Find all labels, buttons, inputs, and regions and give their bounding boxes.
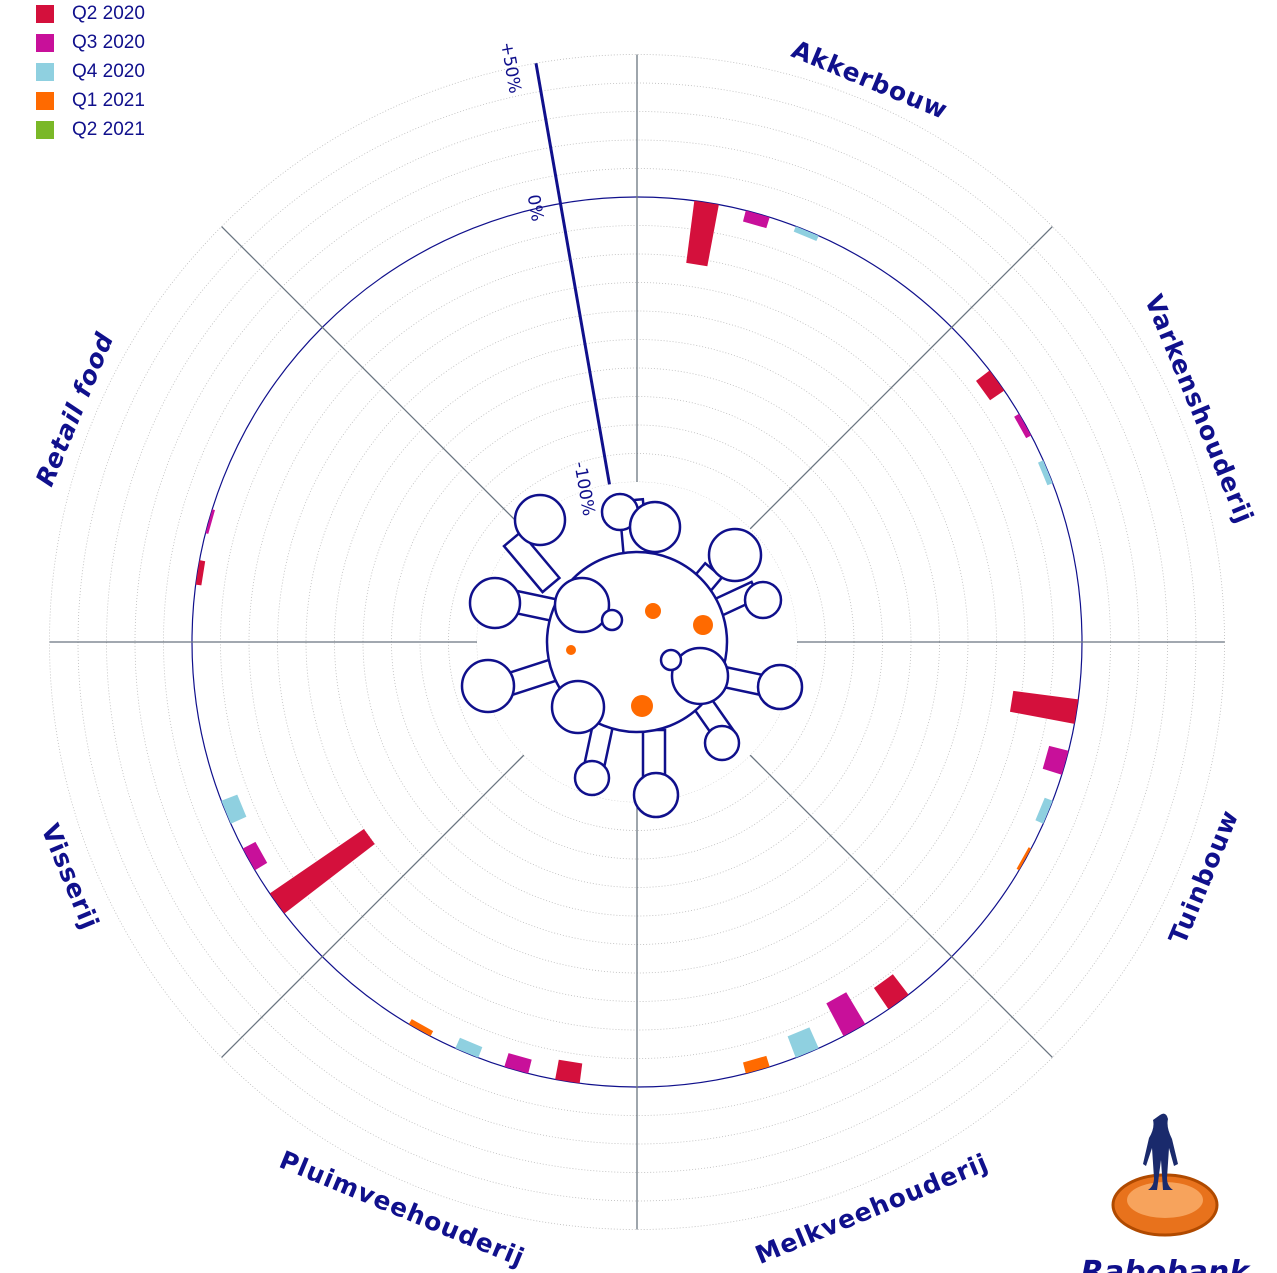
bar <box>504 1053 532 1074</box>
legend-label: Q2 2020 <box>72 3 145 24</box>
category-label: Melkveehouderij <box>751 1148 992 1270</box>
category-label: Varkenshouderij <box>1139 290 1259 527</box>
legend-label: Q1 2021 <box>72 90 145 111</box>
legend-swatch <box>36 121 54 139</box>
bar <box>873 974 909 1010</box>
bar <box>221 794 247 824</box>
bar <box>1016 847 1032 871</box>
category-label: Pluimveehouderij <box>275 1145 529 1272</box>
virus-icon <box>460 482 804 819</box>
legend-swatch <box>36 34 54 52</box>
legend-label: Q3 2020 <box>72 32 145 53</box>
bars <box>195 200 1079 1084</box>
sector-line <box>221 754 525 1058</box>
legend-label: Q4 2020 <box>72 61 145 82</box>
logo-text: Rabobank <box>1081 1255 1252 1273</box>
bar <box>205 509 215 534</box>
bar <box>555 1059 583 1084</box>
category-label: Retail food <box>30 328 119 490</box>
bar <box>1014 413 1032 439</box>
bar <box>742 210 770 229</box>
legend-swatch <box>36 5 54 23</box>
bar <box>787 1027 819 1058</box>
sector-line <box>221 226 525 530</box>
value-axis <box>534 62 611 485</box>
bar <box>455 1037 483 1058</box>
legend: Q2 2020 Q3 2020 Q4 2020 Q1 2021 Q2 2021 <box>36 3 145 140</box>
sector-line <box>749 226 1053 530</box>
legend-label: Q2 2021 <box>72 119 145 140</box>
bar <box>686 200 719 267</box>
legend-swatch <box>36 63 54 81</box>
bar <box>826 992 866 1037</box>
category-label: Visserij <box>35 820 105 934</box>
bar <box>1038 460 1053 486</box>
bar <box>408 1019 434 1037</box>
y-tick-label: +50% <box>496 40 525 95</box>
y-tick-label: 0% <box>523 193 547 223</box>
category-label: Akkerbouw <box>788 35 953 125</box>
grid <box>49 54 1225 1230</box>
bar <box>195 560 206 586</box>
bar <box>269 829 375 914</box>
legend-swatch <box>36 92 54 110</box>
bar <box>742 1055 770 1074</box>
logo: Rabobank <box>1081 1113 1252 1273</box>
sector-line <box>749 754 1053 1058</box>
bar <box>242 841 268 871</box>
bar <box>793 226 819 241</box>
bar <box>1009 690 1079 724</box>
bar <box>976 370 1005 401</box>
bar <box>1035 797 1053 824</box>
bar <box>1042 745 1069 775</box>
category-label: Tuinbouw <box>1163 805 1244 948</box>
